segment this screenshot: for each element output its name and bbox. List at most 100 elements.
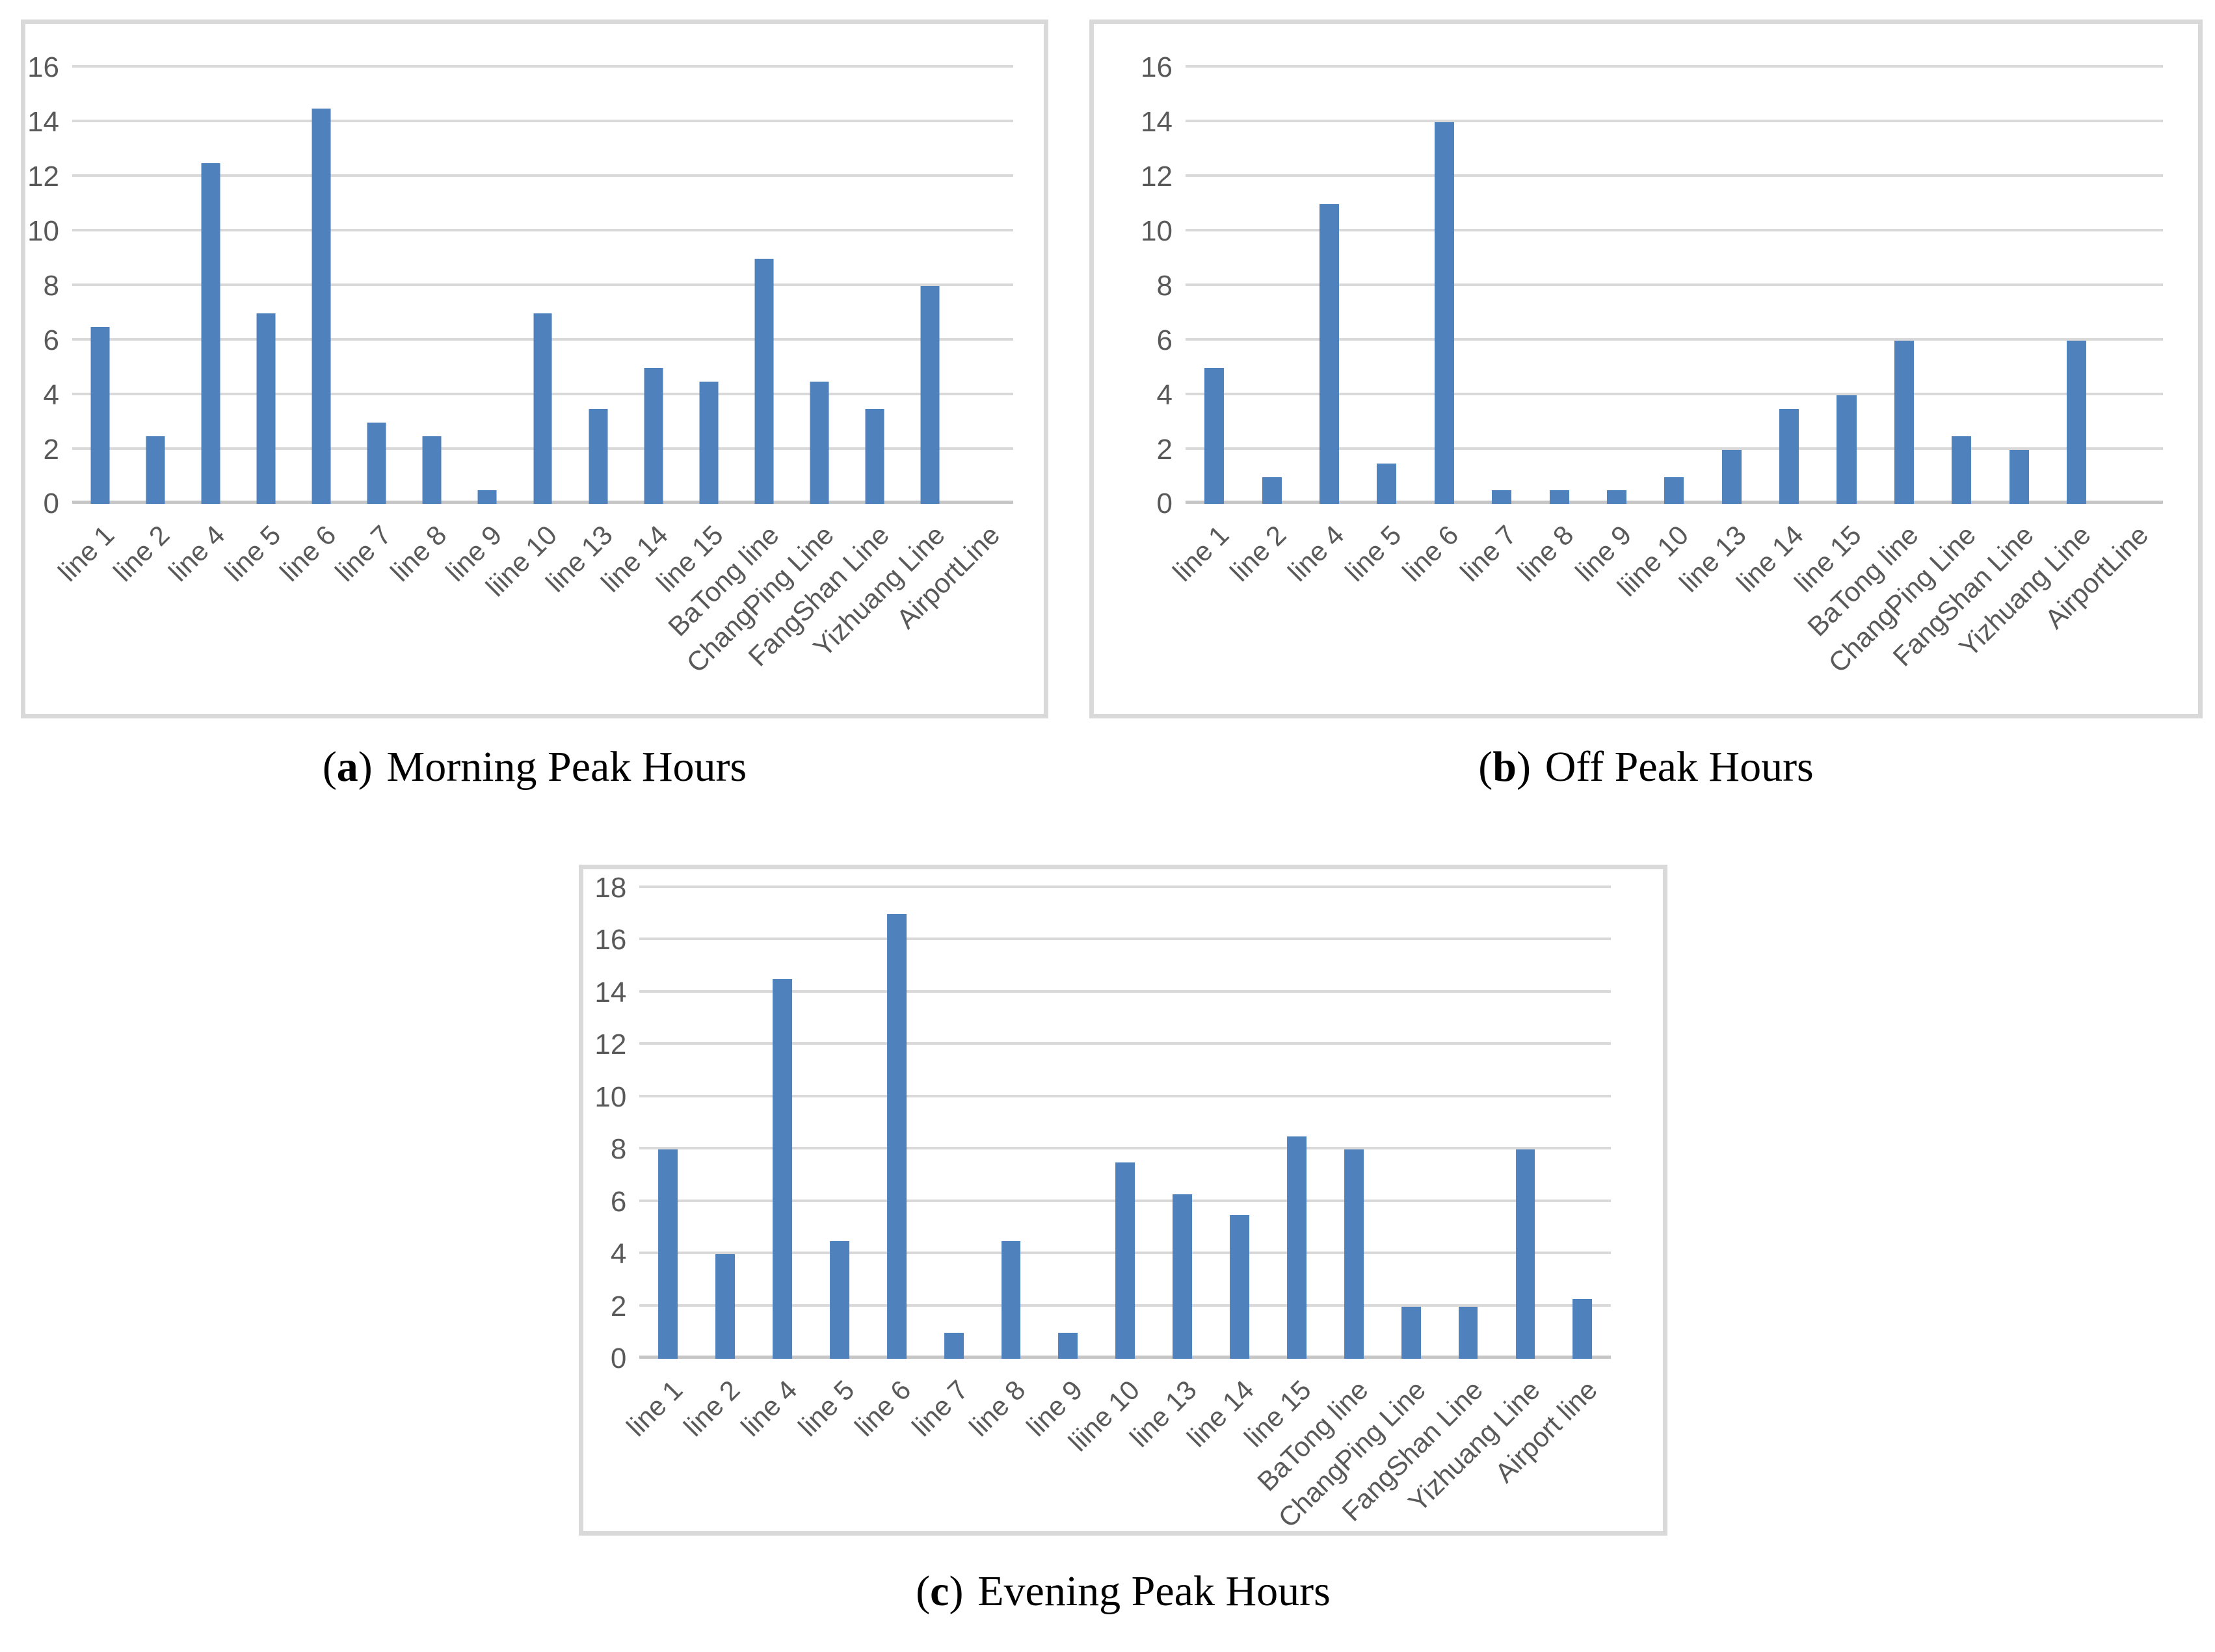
x-axis-labels: line 1 line 2 line 4 line 5 line 6 line 7 line… [52, 504, 1013, 718]
y-tick-label-6: 6 [610, 1185, 627, 1218]
bar-line-9 [1606, 490, 1626, 505]
bar-line-6 [1434, 122, 1454, 505]
y-tick-label-10: 10 [1140, 215, 1173, 247]
bar-line-15 [699, 381, 719, 505]
bar-line-14 [1230, 1214, 1250, 1359]
bar-line-1 [658, 1149, 678, 1359]
bar-line-9 [477, 490, 497, 505]
bar-batong-line [1894, 340, 1914, 505]
bar-line-9 [1058, 1333, 1078, 1359]
x-axis-label-line-1: line 1 [1167, 519, 1235, 588]
x-axis-labels: line 1 line 2 line 4 line 5 line 6 line 7 line… [620, 1359, 1611, 1573]
bar-fangshan-line [2009, 449, 2029, 505]
bar-line-6 [312, 108, 331, 505]
y-tick-label-6: 6 [1156, 324, 1173, 356]
bar-line-6 [886, 913, 907, 1359]
gridline-12 [639, 1042, 1612, 1045]
plot-area-morning: 0 2 4 6 8 10 12 14 16 line 1 line 2 line 4 line 5 lin… [27, 53, 1014, 679]
x-axis-label-line-2: line 2 [107, 519, 176, 588]
gridline-16 [639, 937, 1612, 941]
gridline-10 [72, 228, 1014, 231]
gridline-12 [72, 174, 1014, 177]
bar-changping-line [1401, 1306, 1421, 1359]
bar-yizhuang-line [1515, 1149, 1535, 1359]
x-axis-label-line-8: line 8 [384, 519, 453, 588]
y-tick-label-12: 12 [1140, 160, 1173, 192]
bar-changping-line [810, 381, 829, 505]
bar-line-13 [1721, 449, 1742, 505]
gridline-10 [639, 1094, 1612, 1097]
x-axis-label-line-7: line 7 [329, 519, 397, 588]
y-tick-label-6: 6 [43, 324, 60, 356]
bar-line-13 [1173, 1194, 1193, 1359]
gridline-4 [1185, 392, 2163, 395]
bar-line-8 [1549, 490, 1569, 505]
bar-fangshan-line [1458, 1306, 1478, 1359]
y-tick-label-8: 8 [610, 1133, 627, 1166]
x-axis-labels: line 1 line 2 line 4 line 5 line 6 line 7 line… [1167, 504, 2163, 718]
x-axis-label-line-2: line 2 [678, 1374, 746, 1443]
caption-text: Evening Peak Hours [977, 1567, 1331, 1615]
gridline-8 [639, 1147, 1612, 1150]
caption-letter: c [930, 1567, 949, 1615]
y-tick-label-16: 16 [594, 924, 627, 956]
caption-paren-open: ( [1478, 743, 1493, 791]
caption-evening-peak: (c) Evening Peak Hours [579, 1566, 1667, 1617]
bar-line-8 [422, 436, 442, 505]
bar-line-4 [1319, 203, 1339, 505]
bar-changping-line [1952, 436, 1972, 505]
y-tick-label-10: 10 [594, 1081, 627, 1113]
y-tick-label-2: 2 [610, 1290, 627, 1322]
bar-fangshan-line [865, 408, 884, 505]
gridline-16 [1185, 64, 2163, 68]
y-tick-label-16: 16 [1140, 51, 1173, 83]
y-tick-label-0: 0 [43, 488, 60, 520]
bar-line-15 [1837, 395, 1857, 505]
y-tick-label-4: 4 [610, 1238, 627, 1270]
x-axis-label-line-8: line 8 [963, 1374, 1031, 1443]
bar-line-1 [90, 326, 110, 505]
x-axis-label-line-6: line 6 [1396, 519, 1465, 588]
gridline-8 [72, 283, 1014, 286]
bar-line-4 [201, 163, 220, 505]
y-tick-label-10: 10 [27, 215, 60, 247]
y-tick-label-0: 0 [610, 1343, 627, 1375]
bar-line-15 [1287, 1136, 1306, 1359]
gridline-2 [1185, 447, 2163, 450]
gridline-14 [72, 119, 1014, 122]
gridline-14 [639, 990, 1612, 993]
y-tick-label-2: 2 [43, 433, 60, 465]
y-tick-label-4: 4 [43, 378, 60, 411]
chart-morning-peak-hours: 0 2 4 6 8 10 12 14 16 line 1 line 2 line 4 line 5 lin… [21, 20, 1048, 718]
bar-line-7 [944, 1333, 964, 1359]
bar-line-4 [773, 979, 792, 1359]
bar-liine-10 [1664, 477, 1684, 505]
gridline-14 [1185, 119, 2163, 122]
y-tick-label-2: 2 [1156, 433, 1173, 465]
caption-letter: b [1492, 743, 1517, 791]
gridline-12 [1185, 174, 2163, 177]
caption-paren-open: ( [322, 743, 337, 791]
bar-yizhuang-line [920, 285, 940, 505]
caption-morning-peak: (a) Morning Peak Hours [21, 741, 1048, 793]
x-axis-label-line-4: line 4 [1281, 519, 1350, 588]
x-axis-label-line-7: line 7 [1453, 519, 1522, 588]
x-axis-label-line-7: line 7 [906, 1374, 974, 1443]
plot-area-off-peak: 0 2 4 6 8 10 12 14 16 line 1 line 2 line 4 line 5 lin… [1141, 53, 2163, 679]
x-axis-label-line-1: line 1 [52, 519, 120, 588]
x-axis-label-line-6: line 6 [273, 519, 342, 588]
bar-line-14 [1779, 408, 1799, 505]
bar-line-1 [1204, 367, 1225, 505]
gridline-8 [1185, 283, 2163, 286]
caption-off-peak: (b) Off Peak Hours [1089, 741, 2203, 793]
caption-letter: a [336, 743, 358, 791]
bar-airport-line [1572, 1298, 1593, 1359]
x-axis-label-line-4: line 4 [163, 519, 231, 588]
bar-line-14 [644, 367, 663, 505]
y-tick-label-4: 4 [1156, 378, 1173, 411]
caption-paren-close: ) [1516, 743, 1531, 791]
bar-liine-10 [1115, 1162, 1135, 1359]
